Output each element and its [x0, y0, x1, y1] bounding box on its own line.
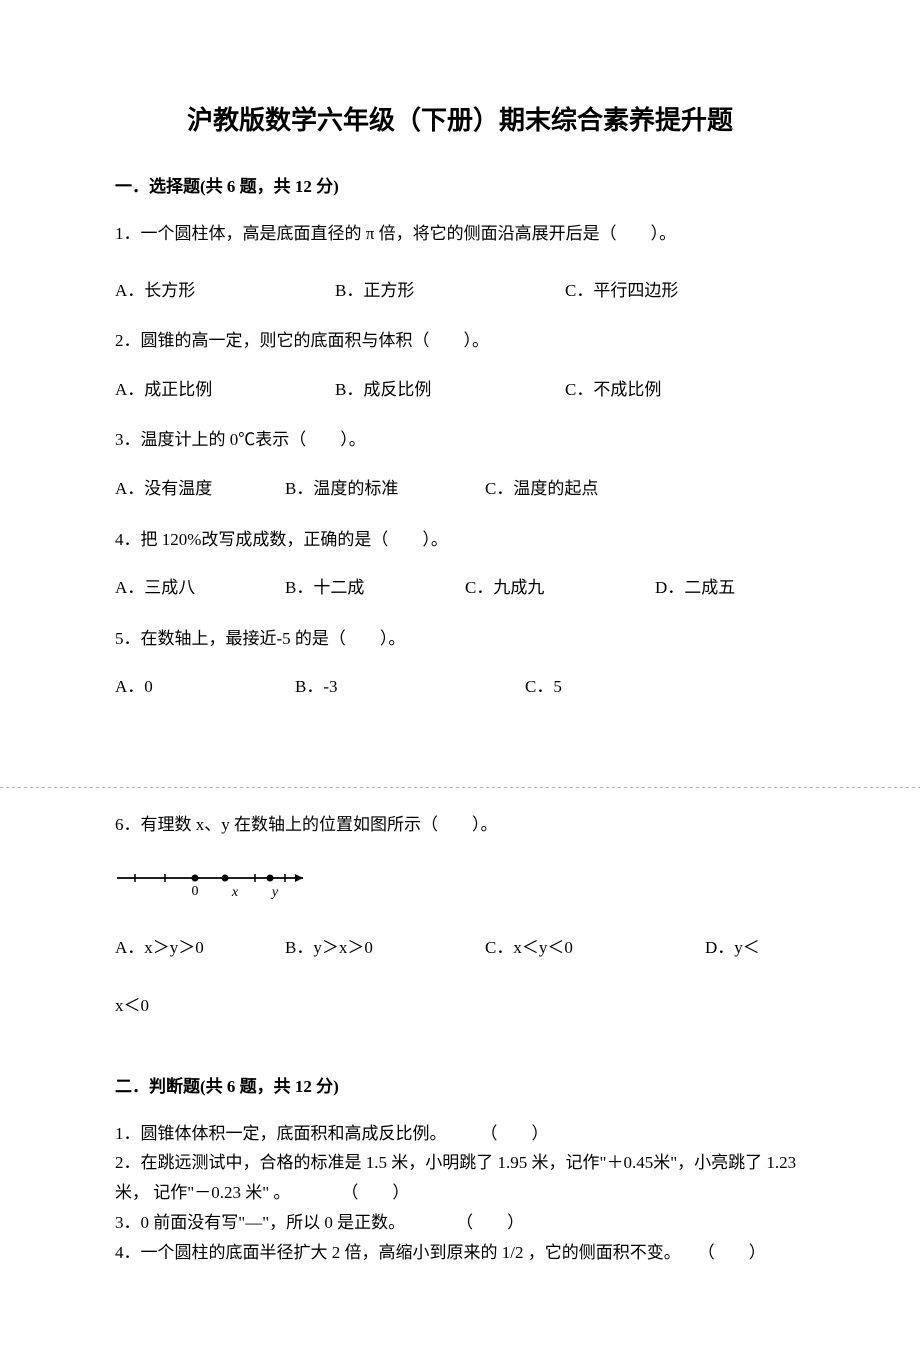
q1-text: 1．一个圆柱体，高是底面直径的 π 倍，将它的侧面沿高展开后是（ ）。 — [115, 219, 805, 250]
question-4: 4．把 120%改写成成数，正确的是（ ）。 A．三成八 B．十二成 C．九成九… — [115, 525, 805, 604]
q4-option-a: A．三成八 — [115, 573, 285, 604]
tf-question-1: 1．圆锥体体积一定，底面积和高成反比例。 （ ） — [115, 1119, 805, 1149]
question-6: 6．有理数 x、y 在数轴上的位置如图所示（ ）。 0 x y A．x＞y＞0 … — [115, 810, 805, 1022]
q6-option-a: A．x＞y＞0 — [115, 933, 285, 964]
q3-option-a: A．没有温度 — [115, 474, 285, 505]
q6-option-b: B．y＞x＞0 — [285, 933, 485, 964]
q6-text: 6．有理数 x、y 在数轴上的位置如图所示（ ）。 — [115, 810, 805, 841]
q5-option-b: B．-3 — [295, 672, 525, 703]
section-1-header: 一．选择题(共 6 题，共 12 分) — [115, 172, 805, 197]
question-1: 1．一个圆柱体，高是底面直径的 π 倍，将它的侧面沿高展开后是（ ）。 A．长方… — [115, 219, 805, 306]
tf-question-2: 2．在跳远测试中，合格的标准是 1.5 米，小明跳了 1.95 米，记作"＋0.… — [115, 1148, 805, 1208]
q3-option-b: B．温度的标准 — [285, 474, 485, 505]
svg-text:0: 0 — [192, 884, 199, 899]
q2-text: 2．圆锥的高一定，则它的底面积与体积（ ）。 — [115, 326, 805, 357]
q4-option-c: C．九成九 — [465, 573, 655, 604]
q1-option-c: C．平行四边形 — [565, 276, 765, 307]
question-5: 5．在数轴上，最接近-5 的是（ ）。 A．0 B．-3 C．5 — [115, 624, 805, 703]
q2-option-a: A．成正比例 — [115, 375, 335, 406]
page-title: 沪教版数学六年级（下册）期末综合素养提升题 — [115, 100, 805, 137]
q1-option-b: B．正方形 — [335, 276, 565, 307]
q6-option-d: D．y＜ — [705, 933, 785, 964]
question-2: 2．圆锥的高一定，则它的底面积与体积（ ）。 A．成正比例 B．成反比例 C．不… — [115, 326, 805, 405]
q1-option-a: A．长方形 — [115, 276, 335, 307]
q6-option-d-continuation: x＜0 — [115, 991, 805, 1022]
q2-option-c: C．不成比例 — [565, 375, 765, 406]
q5-option-a: A．0 — [115, 672, 295, 703]
q4-option-b: B．十二成 — [285, 573, 465, 604]
q4-option-d: D．二成五 — [655, 573, 775, 604]
q2-option-b: B．成反比例 — [335, 375, 565, 406]
svg-text:x: x — [231, 885, 239, 900]
svg-text:y: y — [270, 885, 279, 900]
tf-question-4: 4．一个圆柱的底面半径扩大 2 倍，高缩小到原来的 1/2 ，它的侧面积不变。 … — [115, 1238, 805, 1268]
section-2-header: 二．判断题(共 6 题，共 12 分) — [115, 1072, 805, 1097]
q3-text: 3．温度计上的 0℃表示（ ）。 — [115, 425, 805, 456]
question-3: 3．温度计上的 0℃表示（ ）。 A．没有温度 B．温度的标准 C．温度的起点 — [115, 425, 805, 504]
q3-option-c: C．温度的起点 — [485, 474, 665, 505]
q4-text: 4．把 120%改写成成数，正确的是（ ）。 — [115, 525, 805, 556]
number-line-diagram: 0 x y — [115, 863, 805, 903]
q5-option-c: C．5 — [525, 672, 645, 703]
q5-text: 5．在数轴上，最接近-5 的是（ ）。 — [115, 624, 805, 655]
q6-option-c: C．x＜y＜0 — [485, 933, 705, 964]
page-divider — [0, 787, 920, 788]
tf-question-3: 3．0 前面没有写"—"，所以 0 是正数。 （ ） — [115, 1208, 805, 1238]
